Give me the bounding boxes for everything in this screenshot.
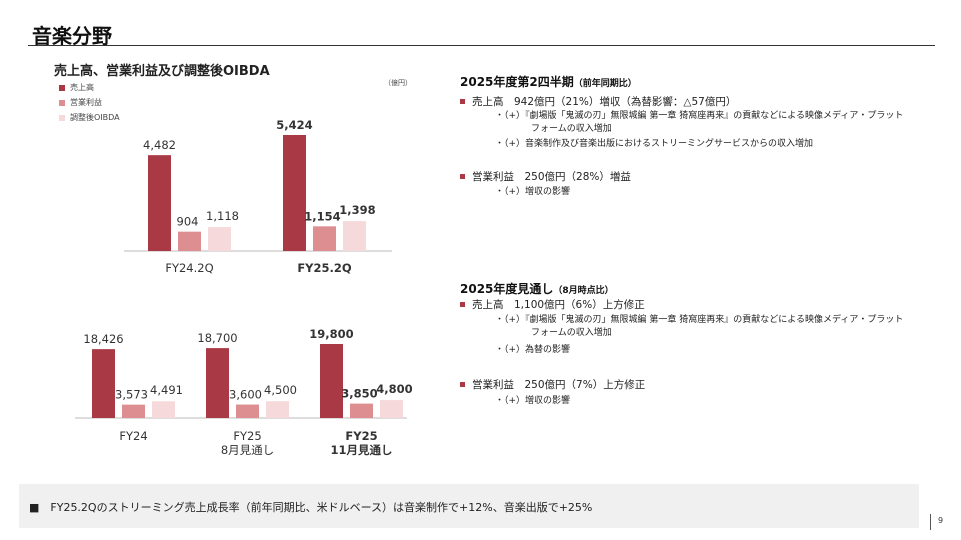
annual-bar-revenue: [206, 348, 229, 418]
quarterly-bar-operating-income: [313, 226, 336, 251]
q2-revenue-item-2: ・（+）音楽制作及び音楽出版におけるストリーミングサービスからの収入増加: [495, 139, 814, 149]
annual-category-label: FY24: [119, 429, 147, 443]
chart-section-title: 売上高、営業利益及び調整後OIBDA: [54, 64, 270, 79]
quarterly-bar-adjusted-oibda: [343, 221, 366, 251]
annual-data-label-operating-income: 3,600: [229, 388, 262, 402]
annual-bar-operating-income: [122, 404, 145, 418]
q2-heading-title: 2025年度第2四半期: [460, 75, 574, 89]
annual-bar-adjusted-oibda: [266, 401, 289, 418]
quarterly-data-label-operating-income: 904: [177, 215, 199, 229]
forecast-revenue-item-1-line-2: フォームの収入増加: [531, 328, 612, 338]
bullet-square-icon: [460, 382, 465, 387]
annual-data-label-adjusted-oibda: 4,500: [264, 383, 297, 397]
forecast-heading-note: （8月時点比）: [553, 286, 614, 296]
quarterly-category-label: FY24.2Q: [165, 261, 213, 275]
legend-label-operating-income: 営業利益: [70, 98, 102, 107]
legend-label-adjusted-oibda: 調整後OIBDA: [70, 113, 120, 122]
forecast-revenue-item-2: ・（+）為替の影響: [495, 345, 571, 355]
bullet-square-icon: [460, 174, 465, 179]
forecast-oi-item-1: ・（+）増収の影響: [495, 396, 571, 406]
footer-note-text: ■ FY25.2Qのストリーミング売上成長率（前年同期比、米ドルベース）は音楽制…: [29, 501, 593, 514]
q2-revenue-item-1: ・（+）『劇場版「鬼滅の刃」無限城編 第一章 猗窩座再来』の貢献などによる映像メ…: [495, 110, 903, 136]
quarterly-bar-revenue: [283, 135, 306, 251]
annual-category-label: FY25: [345, 429, 377, 443]
forecast-revenue-item-1: ・（+）『劇場版「鬼滅の刃」無限城編 第一章 猗窩座再来』の貢献などによる映像メ…: [495, 314, 903, 340]
annual-data-label-revenue: 18,700: [197, 331, 237, 345]
quarterly-data-label-revenue: 4,482: [143, 138, 176, 152]
q2-revenue-text: 売上高 942億円（21%）増収（為替影響：△57億円）: [472, 96, 737, 108]
annual-bar-operating-income: [236, 404, 259, 418]
page-number: 9: [938, 516, 944, 525]
title-divider: [28, 45, 935, 46]
annual-bar-adjusted-oibda: [152, 401, 175, 418]
q2-revenue-bullet: 売上高 942億円（21%）増収（為替影響：△57億円）: [460, 94, 736, 109]
annual-data-label-revenue: 18,426: [83, 332, 123, 346]
q2-heading-note: （前年同期比）: [573, 79, 637, 89]
q2-oi-item-1: ・（+）増収の影響: [495, 187, 571, 197]
annual-bar-revenue: [92, 349, 115, 418]
forecast-oi-text: 営業利益 250億円（7%）上方修正: [472, 379, 646, 391]
annual-data-label-operating-income: 3,850: [341, 387, 377, 401]
forecast-heading-title: 2025年度見通し: [460, 282, 554, 296]
q2-revenue-item-1-line-2: フォームの収入増加: [531, 124, 612, 134]
quarterly-category-label: FY25.2Q: [297, 261, 352, 275]
quarterly-data-label-adjusted-oibda: 1,118: [206, 209, 239, 223]
q2-oi-text: 営業利益 250億円（28%）増益: [472, 171, 631, 183]
annual-category-label: FY25: [233, 429, 261, 443]
forecast-heading: 2025年度見通し（8月時点比）: [460, 278, 614, 297]
annual-bar-operating-income: [350, 403, 373, 418]
legend-item-operating-income: 営業利益: [59, 95, 120, 110]
legend-item-revenue: 売上高: [59, 80, 120, 95]
unit-label: （億円）: [384, 79, 412, 87]
quarterly-data-label-operating-income: 1,154: [304, 209, 340, 223]
annual-category-label: 11月見通し: [330, 443, 392, 457]
q2-heading: 2025年度第2四半期（前年同期比）: [460, 71, 637, 90]
bullet-square-icon: [460, 99, 465, 104]
page-title: 音楽分野: [32, 24, 112, 48]
bullet-square-icon: [460, 302, 465, 307]
q2-revenue-item-1-line-1: ・（+）『劇場版「鬼滅の刃」無限城編 第一章 猗窩座再来』の貢献などによる映像メ…: [495, 111, 904, 121]
legend-label-revenue: 売上高: [70, 83, 94, 92]
forecast-revenue-bullet: 売上高 1,100億円（6%）上方修正: [460, 297, 645, 312]
legend-swatch-adjusted-oibda: [59, 114, 65, 121]
quarterly-bar-operating-income: [178, 231, 201, 251]
annual-bar-revenue: [320, 344, 343, 418]
forecast-revenue-text: 売上高 1,100億円（6%）上方修正: [472, 299, 645, 311]
quarterly-data-label-revenue: 5,424: [276, 118, 312, 132]
annual-bar-adjusted-oibda: [380, 400, 403, 418]
page-number-divider: [930, 514, 931, 530]
annual-data-label-adjusted-oibda: 4,491: [150, 383, 183, 397]
quarterly-bar-revenue: [148, 155, 171, 251]
annual-data-label-revenue: 19,800: [309, 327, 353, 341]
quarterly-data-label-adjusted-oibda: 1,398: [339, 203, 375, 217]
quarterly-bar-adjusted-oibda: [208, 227, 231, 251]
legend-item-adjusted-oibda: 調整後OIBDA: [59, 110, 120, 125]
footer-note-box: [19, 484, 919, 528]
annual-category-label: 8月見通し: [221, 443, 274, 457]
legend-swatch-revenue: [59, 84, 65, 91]
legend-swatch-operating-income: [59, 99, 65, 106]
forecast-oi-bullet: 営業利益 250億円（7%）上方修正: [460, 377, 645, 392]
annual-data-label-adjusted-oibda: 4,800: [376, 382, 412, 396]
q2-oi-bullet: 営業利益 250億円（28%）増益: [460, 169, 631, 184]
chart-legend: 売上高 営業利益 調整後OIBDA: [59, 80, 120, 125]
annual-data-label-operating-income: 3,573: [115, 388, 148, 402]
forecast-revenue-item-1-line-1: ・（+）『劇場版「鬼滅の刃」無限城編 第一章 猗窩座再来』の貢献などによる映像メ…: [495, 315, 904, 325]
